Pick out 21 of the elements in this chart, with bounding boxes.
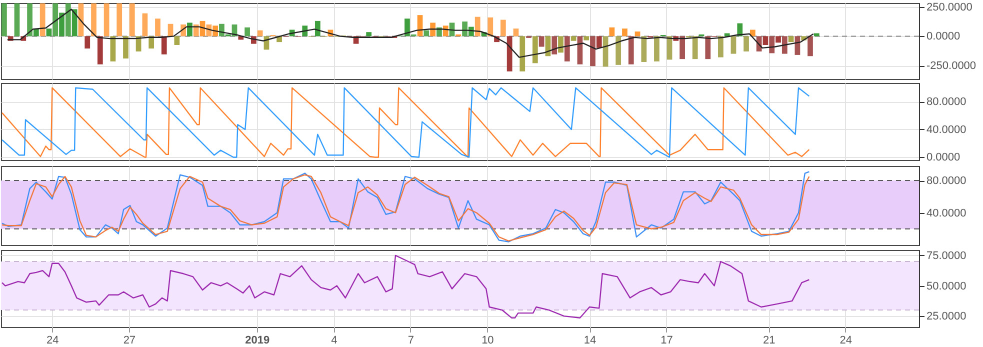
y-tick-label: 80.0000 [926, 96, 966, 108]
y-tick-label: 40.0000 [926, 207, 966, 220]
x-tick-label: 7 [408, 334, 414, 346]
y-tick-label: -250.0000 [926, 60, 976, 72]
y-tick-label: 0.0000 [926, 152, 960, 164]
x-tick-label: 24 [840, 334, 852, 346]
y-tick-label: 50.0000 [926, 280, 966, 292]
x-tick-label: 24 [46, 334, 59, 346]
y-tick-label: 0.0000 [926, 30, 960, 43]
x-tick-label: 4 [331, 334, 338, 346]
y-tick-label: 80.0000 [926, 175, 966, 188]
x-tick-label: 10 [482, 334, 494, 346]
x-tick-label: 27 [123, 334, 136, 346]
y-tick-label: 250.0000 [926, 1, 972, 14]
y-tick-label: 40.0000 [926, 124, 966, 136]
x-tick-label: 21 [763, 334, 776, 346]
y-tick-label: 75.0000 [926, 250, 966, 262]
y-tick-label: 25.0000 [926, 310, 966, 323]
x-tick-label: 2019 [245, 334, 270, 346]
x-tick-label: 14 [584, 334, 596, 346]
x-tick-label: 17 [660, 334, 673, 346]
